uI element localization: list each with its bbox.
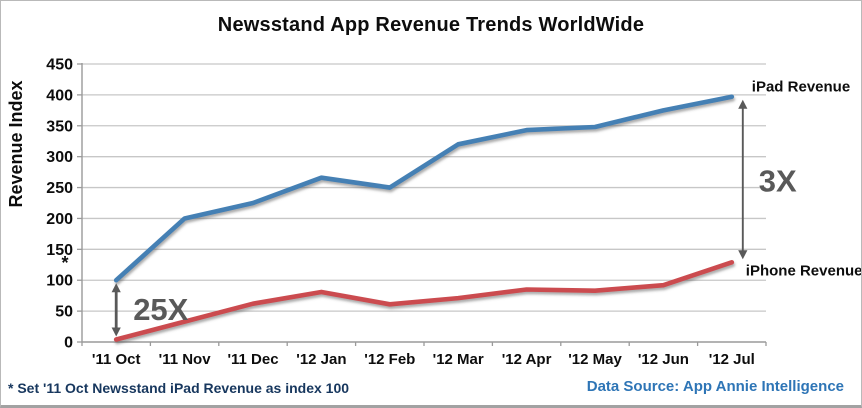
x-tick-label: '12 Mar — [433, 351, 484, 368]
x-tick-label: '11 Nov — [159, 351, 212, 368]
annotation-arrow-25x: 25X — [111, 283, 189, 337]
x-tick-label: '11 Dec — [227, 351, 278, 368]
x-tick-label: '12 Apr — [502, 351, 552, 368]
y-tick-label: 300 — [46, 149, 73, 166]
arrow-head-up-icon — [111, 283, 121, 293]
x-tick-label: '12 Jul — [709, 351, 755, 368]
ipad-revenue-label: iPad Revenue — [752, 79, 850, 96]
y-tick-label: 0 — [64, 335, 73, 352]
annotation-arrow-3x: 3X — [738, 99, 797, 260]
index-base-asterisk: * — [61, 253, 68, 273]
arrow-head-up-icon — [738, 99, 748, 109]
chart-title: Newsstand App Revenue Trends WorldWide — [217, 14, 645, 36]
arrow-head-down-icon — [111, 327, 121, 337]
y-tick-label: 250 — [46, 180, 73, 197]
chart-footnote: * Set '11 Oct Newsstand iPad Revenue as … — [8, 380, 350, 396]
iphone-revenue-label: iPhone Revenue — [746, 262, 862, 279]
arrow-head-down-icon — [738, 250, 748, 260]
multiplier-label-3x: 3X — [759, 164, 797, 199]
ipad-revenue-line — [113, 94, 735, 283]
data-source-credit: Data Source: App Annie Intelligence — [586, 378, 844, 395]
x-tick-label: '12 Jan — [296, 351, 346, 368]
y-tick-label: 350 — [46, 118, 73, 135]
y-axis-title: Revenue Index — [6, 80, 26, 207]
y-tick-label: 50 — [55, 304, 73, 321]
y-tick-label: 100 — [46, 273, 73, 290]
x-tick-label: '12 May — [568, 351, 622, 368]
x-tick-label: '11 Oct — [92, 351, 141, 368]
y-tick-label: 450 — [46, 57, 73, 74]
multiplier-label-25x: 25X — [133, 292, 188, 327]
y-tick-label: 400 — [46, 87, 73, 104]
iphone-revenue-line — [113, 260, 735, 342]
y-tick-label: 150 — [46, 242, 73, 259]
y-tick-label: 200 — [46, 211, 73, 228]
x-tick-label: '12 Feb — [364, 351, 415, 368]
x-tick-label: '12 Jun — [638, 351, 689, 368]
